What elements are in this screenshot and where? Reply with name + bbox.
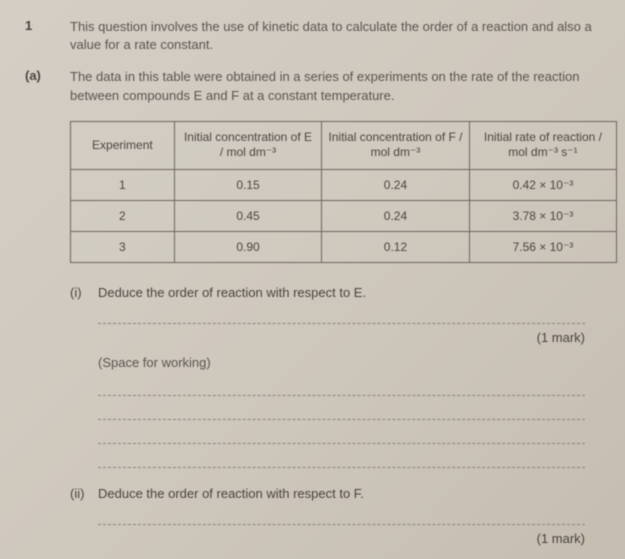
cell-e: 0.15 [174, 169, 321, 200]
cell-rate: 0.42 × 10⁻³ [469, 169, 616, 200]
question-number: 1 [25, 18, 70, 54]
table-row: 1 0.15 0.24 0.42 × 10⁻³ [71, 169, 617, 200]
header-rate: Initial rate of reaction / mol dm⁻³ s⁻¹ [469, 121, 616, 169]
cell-e: 0.90 [174, 231, 321, 262]
table-row: 3 0.90 0.12 7.56 × 10⁻³ [71, 231, 617, 262]
cell-e: 0.45 [174, 200, 321, 231]
cell-exp: 2 [71, 200, 175, 231]
sub-ii-text: Deduce the order of reaction with respec… [98, 486, 595, 501]
cell-f: 0.12 [322, 231, 469, 262]
cell-rate: 3.78 × 10⁻³ [469, 200, 616, 231]
cell-f: 0.24 [322, 169, 469, 200]
answer-line [98, 507, 585, 525]
table-row: 2 0.45 0.24 3.78 × 10⁻³ [71, 200, 617, 231]
cell-exp: 3 [71, 231, 175, 262]
part-a-text: The data in this table were obtained in … [70, 68, 595, 104]
header-conc-e: Initial concentration of E / mol dm⁻³ [174, 121, 321, 169]
mark-allocation: (1 mark) [25, 330, 585, 345]
sub-ii-marker: (ii) [70, 486, 98, 501]
answer-line [98, 450, 585, 468]
cell-rate: 7.56 × 10⁻³ [469, 231, 616, 262]
header-conc-f: Initial concentration of F / mol dm⁻³ [322, 121, 469, 169]
table-header-row: Experiment Initial concentration of E / … [71, 121, 617, 169]
cell-exp: 1 [71, 169, 175, 200]
data-table: Experiment Initial concentration of E / … [70, 121, 617, 263]
answer-line [98, 402, 585, 420]
header-experiment: Experiment [71, 121, 175, 169]
part-a-marker: (a) [25, 68, 70, 104]
answer-line [98, 426, 585, 444]
sub-i-text: Deduce the order of reaction with respec… [98, 285, 595, 300]
mark-allocation: (1 mark) [25, 531, 585, 546]
sub-i-marker: (i) [70, 285, 98, 300]
answer-line [98, 306, 585, 324]
question-intro-text: This question involves the use of kineti… [70, 18, 595, 54]
space-for-working-label: (Space for working) [98, 355, 595, 370]
answer-line [98, 378, 585, 396]
cell-f: 0.24 [322, 200, 469, 231]
